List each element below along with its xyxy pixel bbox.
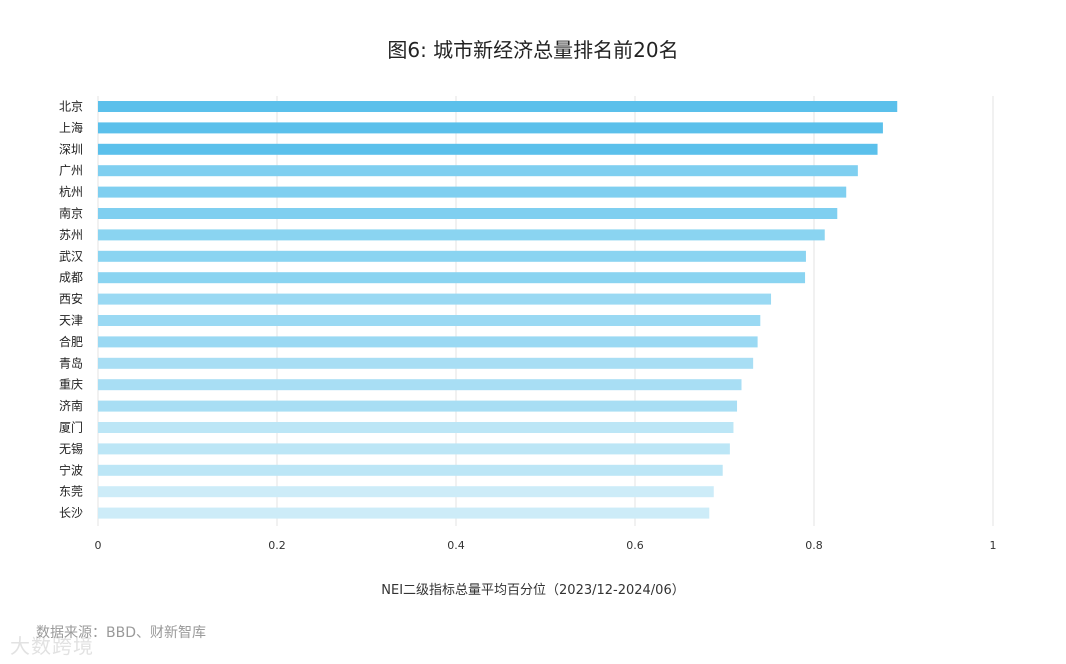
- watermark: 大数跨境: [10, 634, 94, 658]
- x-axis-ticks: 0 0.2 0.4 0.6 0.8 1: [95, 539, 997, 552]
- bar: [98, 101, 898, 112]
- bar: [98, 186, 847, 198]
- category-label: 天津: [59, 314, 83, 328]
- category-label: 广州: [59, 164, 83, 178]
- bar: [98, 315, 761, 326]
- bar: [98, 507, 710, 519]
- category-label: 北京: [59, 100, 83, 114]
- category-label: 深圳: [59, 142, 83, 156]
- bar: [98, 357, 754, 369]
- bar: [98, 272, 806, 284]
- category-label: 南京: [59, 206, 83, 221]
- bar: [98, 486, 714, 498]
- bar: [98, 443, 730, 455]
- category-label: 无锡: [59, 441, 83, 456]
- category-label: 青岛: [59, 355, 83, 370]
- category-label: 武汉: [59, 249, 83, 263]
- category-label: 重庆: [59, 378, 83, 392]
- source-note: 数据来源：BBD、财新智库: [36, 625, 206, 641]
- bar: [98, 122, 883, 134]
- bar: [98, 379, 742, 391]
- category-label: 济南: [59, 398, 83, 413]
- grid-lines: [97, 96, 994, 526]
- bar: [98, 143, 878, 155]
- bar: [98, 400, 738, 412]
- bar: [98, 208, 838, 219]
- category-label: 西安: [59, 291, 83, 306]
- category-label: 宁波: [59, 462, 83, 477]
- category-label: 合肥: [59, 334, 83, 349]
- x-tick-label: 0.4: [447, 539, 465, 552]
- category-label: 上海: [59, 120, 83, 135]
- x-tick-label: 0: [95, 539, 102, 552]
- bar: [98, 229, 825, 241]
- bar: [98, 165, 858, 177]
- category-label: 杭州: [59, 184, 83, 199]
- x-tick-label: 1: [990, 539, 997, 552]
- category-label: 东莞: [59, 485, 83, 499]
- x-tick-label: 0.2: [268, 539, 286, 552]
- chart-title: 图6: 城市新经济总量排名前20名: [387, 38, 679, 62]
- bar: [98, 464, 723, 476]
- x-tick-label: 0.8: [805, 539, 823, 552]
- bar: [98, 422, 734, 433]
- category-label: 成都: [59, 271, 83, 285]
- bar: [98, 250, 806, 262]
- bar: [98, 293, 772, 305]
- category-label: 苏州: [59, 228, 83, 242]
- category-label: 长沙: [59, 506, 83, 520]
- x-tick-label: 0.6: [626, 539, 644, 552]
- category-label: 厦门: [59, 420, 83, 435]
- bar: [98, 336, 758, 348]
- bars: [98, 101, 898, 519]
- x-axis-label: NEI二级指标总量平均百分位（2023/12-2024/06）: [381, 583, 685, 598]
